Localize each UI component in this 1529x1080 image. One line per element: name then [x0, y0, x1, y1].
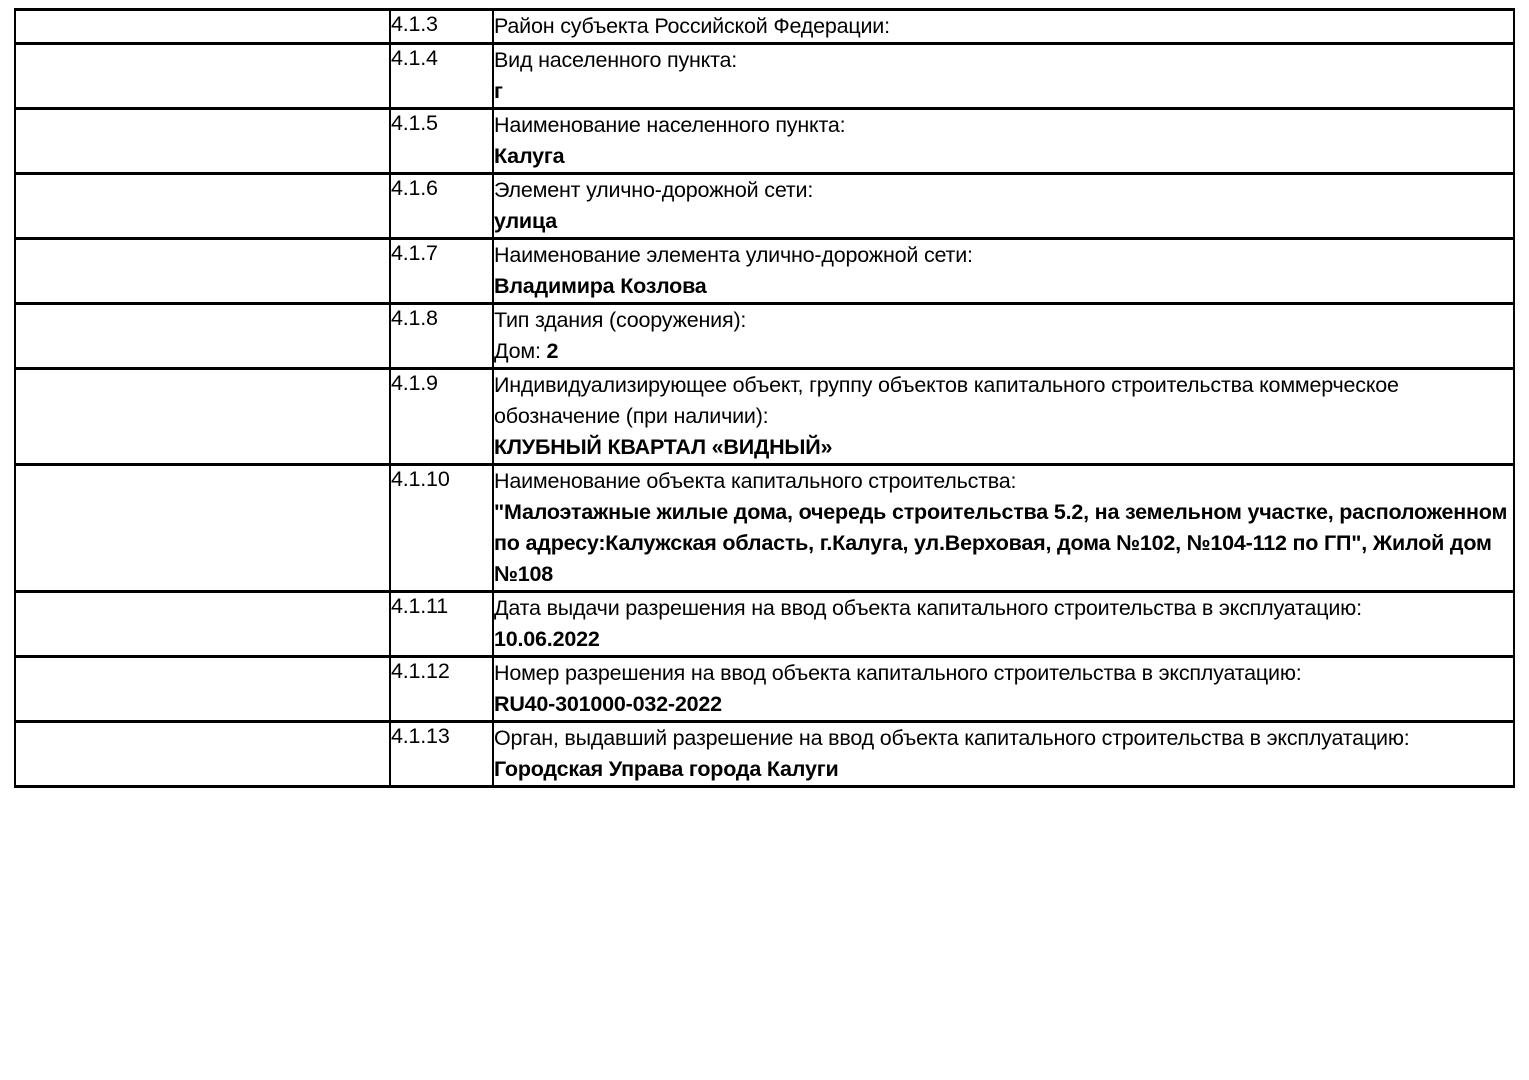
empty-cell	[14, 302, 391, 370]
empty-cell	[14, 655, 391, 723]
empty-cell	[14, 720, 391, 788]
row-label: Наименование элемента улично-дорожной се…	[494, 243, 973, 267]
empty-cell	[14, 463, 391, 593]
row-number: 4.1.10	[389, 463, 494, 593]
row-value-line: г	[494, 76, 1512, 106]
table-row: 4.1.13 Орган, выдавший разрешение на ввод…	[14, 720, 1515, 788]
empty-cell	[14, 237, 391, 305]
row-number: 4.1.7	[389, 237, 494, 305]
empty-cell	[14, 367, 391, 466]
table-row: 4.1.11 Дата выдачи разрешения на ввод объ…	[14, 590, 1515, 658]
row-content: Орган, выдавший разрешение на ввод объек…	[492, 720, 1515, 788]
row-content: Вид населенного пункта: г	[492, 42, 1515, 110]
row-value: КЛУБНЫЙ КВАРТАЛ «ВИДНЫЙ»	[494, 435, 833, 459]
row-value: улица	[494, 209, 557, 233]
row-value-line: Владимира Козлова	[494, 271, 1512, 301]
row-label: Элемент улично-дорожной сети:	[494, 178, 814, 202]
row-value: 2	[546, 339, 559, 363]
row-content: Индивидуализирующее объект, группу объек…	[492, 367, 1515, 466]
row-number: 4.1.13	[389, 720, 494, 788]
row-value: г	[494, 79, 503, 103]
row-label: Дата выдачи разрешения на ввод объекта к…	[494, 596, 1362, 620]
row-value: Городская Управа города Калуги	[494, 757, 839, 781]
row-label: Индивидуализирующее объект, группу объек…	[494, 373, 1399, 428]
row-label: Номер разрешения на ввод объекта капитал…	[494, 661, 1302, 685]
row-value: Владимира Козлова	[494, 274, 707, 298]
row-value-prefix: Дом:	[494, 339, 547, 363]
row-number: 4.1.4	[389, 42, 494, 110]
row-label: Тип здания (сооружения):	[494, 308, 747, 332]
row-number: 4.1.3	[389, 8, 494, 45]
row-value: RU40-301000-032-2022	[494, 692, 722, 716]
row-number: 4.1.6	[389, 172, 494, 240]
empty-cell	[14, 590, 391, 658]
row-value-line: RU40-301000-032-2022	[494, 689, 1512, 719]
row-content: Номер разрешения на ввод объекта капитал…	[492, 655, 1515, 723]
row-content: Дата выдачи разрешения на ввод объекта к…	[492, 590, 1515, 658]
row-label: Район субъекта Российской Федерации:	[494, 14, 890, 38]
table-row: 4.1.6 Элемент улично-дорожной сети: улица	[14, 172, 1515, 240]
row-value-line: "Малоэтажные жилые дома, очередь строите…	[494, 497, 1512, 589]
row-value-line: Городская Управа города Калуги	[494, 754, 1512, 784]
row-value: Калуга	[494, 144, 565, 168]
declaration-table-body: 4.1.3 Район субъекта Российской Федерации…	[14, 8, 1515, 788]
row-number: 4.1.11	[389, 590, 494, 658]
row-label: Орган, выдавший разрешение на ввод объек…	[494, 726, 1410, 750]
table-row: 4.1.8 Тип здания (сооружения): Дом: 2	[14, 302, 1515, 370]
row-label: Наименование объекта капитального строит…	[494, 469, 1017, 493]
row-number: 4.1.12	[389, 655, 494, 723]
row-number: 4.1.5	[389, 107, 494, 175]
row-content: Наименование населенного пункта: Калуга	[492, 107, 1515, 175]
row-content: Тип здания (сооружения): Дом: 2	[492, 302, 1515, 370]
row-number: 4.1.8	[389, 302, 494, 370]
declaration-table: 4.1.3 Район субъекта Российской Федерации…	[14, 8, 1515, 788]
empty-cell	[14, 172, 391, 240]
row-content: Район субъекта Российской Федерации:	[492, 8, 1515, 45]
table-row: 4.1.4 Вид населенного пункта: г	[14, 42, 1515, 110]
table-row: 4.1.12 Номер разрешения на ввод объекта к…	[14, 655, 1515, 723]
row-value-line: Дом: 2	[494, 336, 1512, 366]
empty-cell	[14, 42, 391, 110]
table-row: 4.1.9 Индивидуализирующее объект, группу …	[14, 367, 1515, 466]
table-row: 4.1.10 Наименование объекта капитального …	[14, 463, 1515, 593]
row-content: Наименование элемента улично-дорожной се…	[492, 237, 1515, 305]
row-value-line: улица	[494, 206, 1512, 236]
row-value-line: Калуга	[494, 141, 1512, 171]
row-number: 4.1.9	[389, 367, 494, 466]
row-label: Вид населенного пункта:	[494, 48, 738, 72]
table-row: 4.1.5 Наименование населенного пункта: Кал…	[14, 107, 1515, 175]
row-content: Элемент улично-дорожной сети: улица	[492, 172, 1515, 240]
empty-cell	[14, 8, 391, 45]
table-row: 4.1.3 Район субъекта Российской Федерации…	[14, 8, 1515, 45]
table-row: 4.1.7 Наименование элемента улично-дорожн…	[14, 237, 1515, 305]
row-label: Наименование населенного пункта:	[494, 113, 846, 137]
empty-cell	[14, 107, 391, 175]
row-value-line: КЛУБНЫЙ КВАРТАЛ «ВИДНЫЙ»	[494, 432, 1512, 462]
row-content: Наименование объекта капитального строит…	[492, 463, 1515, 593]
row-value-line: 10.06.2022	[494, 624, 1512, 654]
row-value: "Малоэтажные жилые дома, очередь строите…	[494, 500, 1508, 586]
row-value: 10.06.2022	[494, 627, 600, 651]
